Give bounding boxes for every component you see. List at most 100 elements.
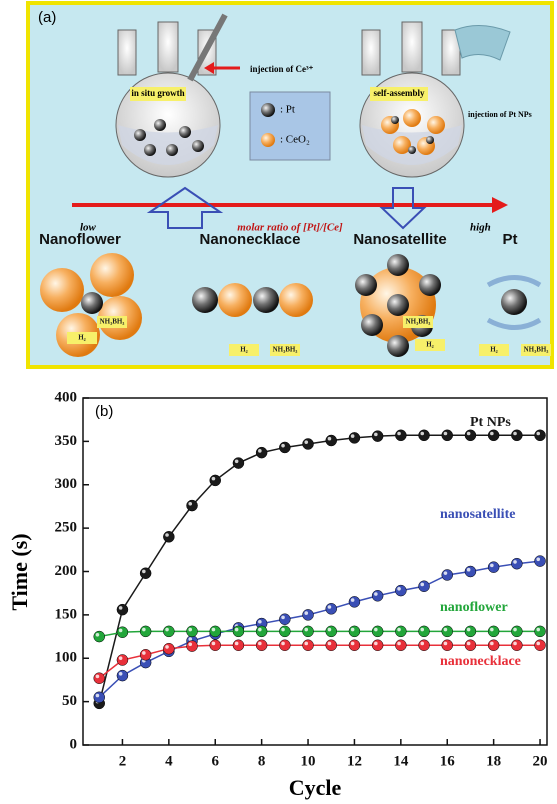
data-point bbox=[163, 626, 174, 637]
data-point bbox=[256, 447, 267, 458]
point-highlight bbox=[420, 432, 424, 436]
legend-box bbox=[250, 92, 330, 160]
in-situ-label: in situ growth bbox=[131, 88, 184, 98]
data-point bbox=[465, 626, 476, 637]
point-highlight bbox=[536, 557, 540, 561]
data-point bbox=[511, 430, 522, 441]
panel-label: (b) bbox=[95, 403, 113, 420]
data-point bbox=[279, 626, 290, 637]
point-highlight bbox=[397, 587, 401, 591]
small-label: H₂ bbox=[490, 346, 498, 354]
data-point bbox=[465, 430, 476, 441]
point-highlight bbox=[96, 675, 100, 679]
point-highlight bbox=[444, 571, 448, 575]
point-highlight bbox=[119, 656, 123, 660]
y-tick-label: 350 bbox=[55, 433, 78, 449]
x-tick-label: 18 bbox=[486, 753, 501, 769]
point-highlight bbox=[397, 628, 401, 632]
point-highlight bbox=[281, 616, 285, 620]
data-point bbox=[419, 640, 430, 651]
point-highlight bbox=[188, 643, 192, 647]
point-highlight bbox=[212, 477, 216, 481]
data-point bbox=[511, 640, 522, 651]
point-highlight bbox=[281, 642, 285, 646]
point-highlight bbox=[258, 642, 262, 646]
data-point bbox=[279, 614, 290, 625]
point-highlight bbox=[467, 568, 471, 572]
figure: (a) in situ growth injection of Ce³⁺ : P… bbox=[0, 0, 557, 804]
data-point bbox=[326, 626, 337, 637]
panel-b: (b) Cycle Time (s) 050100150200250300350… bbox=[7, 389, 547, 800]
point-highlight bbox=[420, 642, 424, 646]
data-point bbox=[372, 590, 383, 601]
data-point bbox=[511, 558, 522, 569]
series-label: nanosatellite bbox=[440, 507, 515, 522]
data-point bbox=[117, 670, 128, 681]
structure-label: Nanosatellite bbox=[353, 231, 446, 248]
x-tick-label: 20 bbox=[533, 753, 548, 769]
point-highlight bbox=[304, 611, 308, 615]
point-highlight bbox=[351, 628, 355, 632]
x-tick-label: 6 bbox=[211, 753, 219, 769]
series-label: nanoflower bbox=[440, 600, 508, 615]
point-highlight bbox=[119, 672, 123, 676]
data-point bbox=[233, 458, 244, 469]
data-point bbox=[117, 654, 128, 665]
data-point bbox=[187, 641, 198, 652]
point-highlight bbox=[212, 642, 216, 646]
x-tick-label: 12 bbox=[347, 753, 362, 769]
point-highlight bbox=[351, 434, 355, 438]
point-highlight bbox=[374, 628, 378, 632]
point-highlight bbox=[328, 605, 332, 609]
point-highlight bbox=[490, 564, 494, 568]
legend-pt: : Pt bbox=[280, 104, 295, 116]
data-point bbox=[117, 627, 128, 638]
data-point bbox=[326, 640, 337, 651]
point-highlight bbox=[119, 606, 123, 610]
data-point bbox=[535, 556, 546, 567]
data-point bbox=[488, 640, 499, 651]
small-label: H₂ bbox=[78, 334, 86, 342]
panel-a: (a) in situ growth injection of Ce³⁺ : P… bbox=[28, 3, 552, 367]
data-point bbox=[395, 640, 406, 651]
data-point bbox=[465, 566, 476, 577]
point-highlight bbox=[142, 628, 146, 632]
point-highlight bbox=[328, 628, 332, 632]
data-point bbox=[233, 640, 244, 651]
data-point bbox=[187, 626, 198, 637]
x-tick-label: 4 bbox=[165, 753, 173, 769]
point-highlight bbox=[304, 642, 308, 646]
point-highlight bbox=[351, 642, 355, 646]
point-highlight bbox=[142, 570, 146, 574]
y-axis-label: Time (s) bbox=[7, 533, 32, 610]
point-highlight bbox=[351, 598, 355, 602]
data-point bbox=[303, 438, 314, 449]
point-highlight bbox=[281, 444, 285, 448]
data-point bbox=[465, 640, 476, 651]
x-tick-label: 14 bbox=[393, 753, 409, 769]
y-tick-label: 50 bbox=[62, 693, 77, 709]
data-point bbox=[303, 626, 314, 637]
structure-label: Pt bbox=[503, 231, 518, 248]
point-highlight bbox=[513, 432, 517, 436]
data-point bbox=[419, 626, 430, 637]
point-highlight bbox=[188, 502, 192, 506]
point-highlight bbox=[397, 642, 401, 646]
point-highlight bbox=[235, 459, 239, 463]
data-point bbox=[349, 432, 360, 443]
small-label: NH₃BH₃ bbox=[524, 346, 549, 354]
data-point bbox=[395, 626, 406, 637]
data-point bbox=[349, 626, 360, 637]
point-highlight bbox=[444, 642, 448, 646]
point-highlight bbox=[165, 533, 169, 537]
point-highlight bbox=[490, 432, 494, 436]
point-highlight bbox=[165, 628, 169, 632]
data-point bbox=[419, 430, 430, 441]
x-tick-label: 2 bbox=[119, 753, 127, 769]
data-point bbox=[233, 626, 244, 637]
small-label: NH₃BH₃ bbox=[406, 318, 431, 326]
data-point bbox=[140, 626, 151, 637]
data-point bbox=[303, 609, 314, 620]
self-assembly-label: self-assembly bbox=[374, 88, 425, 98]
y-tick-label: 100 bbox=[55, 650, 78, 666]
